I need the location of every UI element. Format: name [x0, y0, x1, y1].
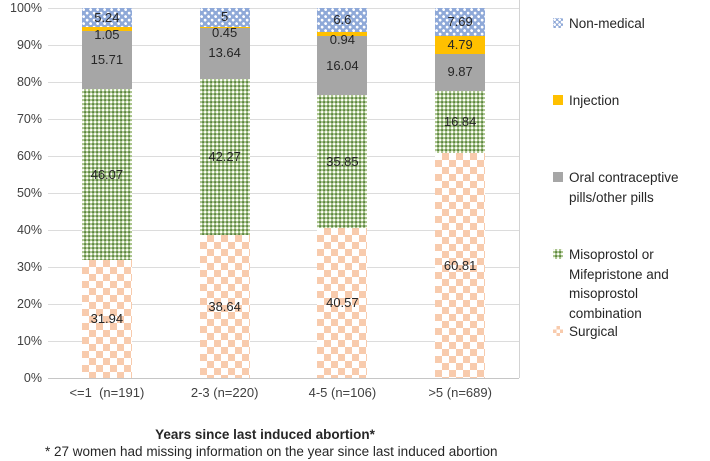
- y-tick-label: 100%: [10, 1, 42, 15]
- y-tick-label: 0%: [23, 371, 42, 385]
- gridline: [48, 230, 519, 231]
- bar: 60.81 16.84 9.87 4.79 7.69: [435, 8, 486, 378]
- bar-value-label: 15.71: [90, 52, 124, 68]
- legend-item-surgical: Surgical: [553, 322, 709, 342]
- x-axis-title: Years since last induced abortion*: [155, 427, 375, 442]
- y-tick-label: 20%: [16, 297, 42, 311]
- bar-value-label: 16.84: [443, 113, 477, 129]
- bar-value-label: 31.94: [90, 310, 124, 326]
- x-category-label: <=1 (n=191): [69, 385, 145, 400]
- gridline: [48, 267, 519, 268]
- bar-value-label: 9.87: [447, 64, 473, 80]
- bar-value-label: 35.85: [326, 153, 359, 169]
- legend-label-oral-pills: Oral contraceptive pills/other pills: [569, 170, 679, 205]
- y-tick-label: 50%: [16, 186, 42, 200]
- legend-label-non-medical: Non-medical: [569, 16, 645, 31]
- legend-label-surgical: Surgical: [569, 324, 618, 339]
- bar: 40.57 35.85 16.04 0.94 6.6: [317, 8, 368, 378]
- bar-value-label: 16.04: [326, 57, 359, 73]
- bar-value-label: 40.57: [326, 294, 359, 310]
- legend-marker-injection-icon: [553, 95, 563, 105]
- bar-value-label: 38.64: [208, 298, 241, 314]
- bar-value-label: 5: [221, 9, 229, 25]
- legend-marker-oral-pills-icon: [553, 172, 563, 182]
- bar-segment-misoprostol: [81, 89, 132, 260]
- bar-segment-non-medical: [199, 8, 250, 27]
- legend-marker-misoprostol-icon: [553, 249, 563, 259]
- bar-value-label: 1.05: [94, 27, 120, 43]
- bar-value-label: 13.64: [208, 45, 241, 61]
- y-tick-label: 30%: [16, 260, 42, 274]
- bar-segment-non-medical: [435, 8, 486, 37]
- gridline: [48, 156, 519, 157]
- legend-label-injection: Injection: [569, 93, 620, 108]
- plot-right-border: [519, 0, 520, 378]
- y-tick-label: 60%: [16, 149, 42, 163]
- bar-segment-surgical: [317, 227, 368, 378]
- x-category-label: 4-5 (n=106): [308, 385, 377, 400]
- gridline: [48, 119, 519, 120]
- bar-value-label: 7.69: [447, 14, 473, 30]
- bar: 31.94 46.07 15.71 1.05 5.24: [81, 7, 132, 378]
- legend: Non-medical Injection Oral contraceptive p…: [553, 0, 710, 461]
- gridline: [48, 82, 519, 83]
- bar-segment-injection: [199, 26, 250, 29]
- legend-label-misoprostol: Misoprostol or Mifepristone and misopros…: [569, 247, 669, 321]
- bar-segment-oral-pills: [435, 54, 486, 91]
- bar-value-label: 46.07: [90, 166, 124, 182]
- bar-value-label: 0.45: [211, 25, 238, 41]
- x-category-label: >5 (n=689): [428, 385, 492, 400]
- legend-marker-surgical-icon: [553, 326, 563, 336]
- gridline: [48, 45, 519, 46]
- bar-segment-surgical: [199, 235, 250, 378]
- bar-segment-misoprostol: [199, 78, 250, 236]
- bar-value-label: 6.6: [333, 12, 352, 28]
- legend-item-injection: Injection: [553, 91, 709, 111]
- y-tick-label: 90%: [16, 38, 42, 52]
- bar-segment-surgical: [435, 153, 486, 378]
- chart-footnote: * 27 women had missing information on th…: [45, 444, 498, 459]
- y-tick-label: 40%: [16, 223, 42, 237]
- x-category-label: 2-3 (n=220): [190, 385, 259, 400]
- legend-item-non-medical: Non-medical: [553, 14, 709, 34]
- bar-segment-surgical: [81, 259, 132, 378]
- bar-segment-oral-pills: [199, 28, 250, 79]
- gridline: [48, 8, 519, 9]
- bar-value-label: 4.79: [447, 37, 473, 53]
- y-tick-label: 10%: [16, 334, 42, 348]
- bar-value-label: 0.94: [329, 32, 356, 48]
- gridline: [48, 378, 519, 379]
- bar-segment-injection: [81, 27, 132, 32]
- gridline: [48, 341, 519, 342]
- gridline: [48, 193, 519, 194]
- legend-item-misoprostol: Misoprostol or Mifepristone and misopros…: [553, 245, 709, 323]
- bar-segment-misoprostol: [435, 90, 486, 154]
- bar-segment-oral-pills: [81, 31, 132, 90]
- bar-value-label: 60.81: [443, 257, 477, 273]
- plot-area: 31.94 46.07 15.71 1.05 5.24 38.64 42.27 13.64 0.…: [48, 7, 519, 379]
- bar-value-label: 42.27: [208, 148, 241, 164]
- bar: 38.64 42.27 13.64 0.45 5: [199, 8, 250, 378]
- legend-item-oral-pills: Oral contraceptive pills/other pills: [553, 168, 709, 207]
- y-tick-label: 70%: [16, 112, 42, 126]
- bar-segment-oral-pills: [317, 35, 368, 96]
- bar-segment-misoprostol: [317, 95, 368, 228]
- bar-segment-injection: [435, 36, 486, 55]
- bar-segment-non-medical: [81, 7, 132, 28]
- bar-segment-injection: [317, 32, 368, 36]
- legend-marker-non-medical-icon: [553, 18, 563, 28]
- gridline: [48, 304, 519, 305]
- y-tick-label: 80%: [16, 75, 42, 89]
- bar-value-label: 5.24: [94, 9, 120, 25]
- bar-segment-non-medical: [317, 8, 368, 33]
